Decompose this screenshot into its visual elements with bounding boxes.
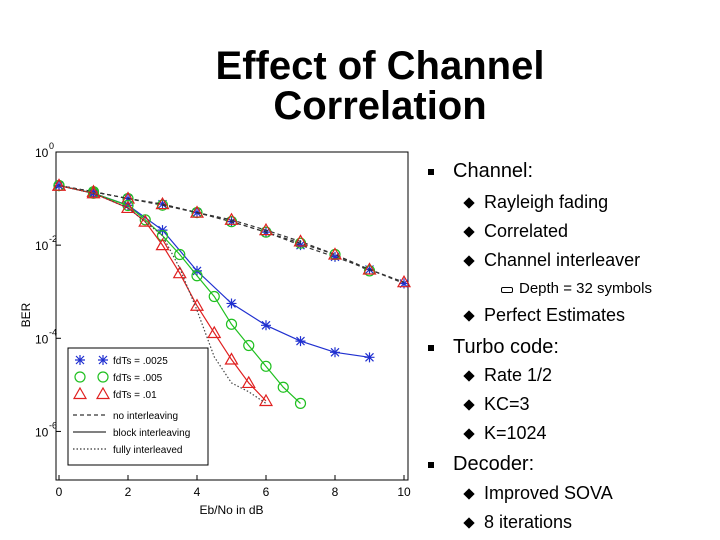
marker-triangle — [293, 234, 308, 247]
marker-star — [399, 278, 409, 289]
bullet-symbol — [463, 428, 475, 440]
marker-star — [330, 251, 340, 262]
marker-triangle — [155, 237, 170, 251]
marker-triangle — [396, 274, 412, 288]
marker-star — [295, 240, 306, 251]
bullet-symbol — [501, 287, 513, 293]
bullet-text: 8 iterations — [484, 512, 573, 533]
marker-triangle — [189, 205, 205, 218]
marker-circle — [225, 318, 238, 330]
marker-triangle — [120, 200, 136, 214]
legend-label: fdTs = .01 — [113, 390, 157, 401]
bullet-symbol — [463, 197, 475, 209]
bullet-symbol — [463, 370, 475, 382]
legend-label: fully interleaved — [113, 445, 182, 456]
legend-label: block interleaving — [113, 428, 190, 439]
x-tick-label: 0 — [56, 485, 63, 499]
marker-star — [261, 320, 271, 331]
x-tick-label: 8 — [332, 485, 339, 499]
marker-triangle — [258, 393, 274, 407]
marker-triangle — [172, 265, 187, 279]
bullet-text: Rayleigh fading — [484, 192, 609, 213]
slide-title: Effect of Channel Correlation — [215, 44, 545, 128]
y-tick-exponent: -6 — [49, 420, 57, 430]
marker-star — [364, 352, 375, 363]
bullet-symbol — [463, 226, 475, 238]
marker-circle — [174, 248, 186, 261]
y-tick-label: 10 — [35, 146, 49, 160]
marker-star — [54, 180, 64, 191]
x-tick-label: 10 — [397, 485, 411, 499]
marker-triangle — [155, 196, 170, 210]
x-tick-label: 4 — [194, 485, 201, 499]
y-tick-label: 10 — [35, 332, 49, 346]
marker-triangle — [327, 247, 343, 260]
legend-label: fdTs = .0025 — [113, 356, 168, 367]
y-tick-label: 10 — [35, 425, 49, 439]
legend-label: fdTs = .005 — [113, 373, 163, 384]
marker-star — [75, 355, 85, 365]
bullet-symbol — [463, 310, 475, 322]
bullet-symbol — [428, 462, 434, 468]
marker-circle — [260, 360, 272, 372]
y-axis-label: BER — [19, 302, 33, 327]
y-tick-exponent: -4 — [49, 327, 57, 337]
marker-circle — [243, 339, 255, 352]
bullet-text: Decoder: — [453, 453, 535, 475]
y-tick-exponent: 0 — [49, 141, 54, 151]
bullet-symbol — [463, 399, 475, 411]
bullet-text: Channel interleaver — [484, 250, 641, 271]
bullet-symbol — [463, 255, 475, 267]
marker-circle — [156, 199, 169, 211]
marker-star — [330, 347, 340, 358]
x-axis-label: Eb/No in dB — [199, 503, 263, 517]
marker-circle — [97, 371, 109, 383]
marker-star — [295, 336, 306, 347]
marker-circle — [363, 265, 376, 277]
marker-star — [98, 355, 108, 365]
bullet-symbol — [463, 488, 475, 500]
bullet-symbol — [428, 169, 434, 175]
marker-circle — [294, 397, 307, 409]
marker-circle — [74, 371, 86, 383]
marker-triangle — [224, 352, 239, 365]
bullet-text: Turbo code: — [453, 336, 559, 358]
marker-triangle — [241, 375, 256, 389]
series-line — [58, 184, 405, 283]
y-tick-exponent: -2 — [49, 234, 57, 244]
bullet-text: Correlated — [484, 221, 569, 242]
bullet-symbol — [463, 517, 475, 529]
marker-circle — [208, 290, 220, 303]
bullet-text: Channel: — [453, 160, 534, 182]
marker-circle — [156, 230, 169, 242]
marker-triangle — [189, 298, 205, 311]
bullet-text: Depth = 32 symbols — [519, 280, 652, 297]
bullet-symbol — [428, 345, 434, 351]
marker-circle — [277, 381, 289, 393]
marker-star — [226, 298, 237, 309]
x-tick-label: 6 — [263, 485, 270, 499]
marker-triangle — [51, 178, 67, 191]
bullet-text: Perfect Estimates — [484, 305, 626, 326]
marker-triangle — [138, 214, 153, 227]
x-tick-label: 2 — [125, 485, 132, 499]
marker-triangle — [72, 386, 88, 400]
marker-triangle — [224, 212, 239, 225]
legend-box — [67, 347, 209, 466]
series-line — [58, 185, 301, 404]
bullet-text: Rate 1/2 — [484, 365, 553, 386]
marker-circle — [191, 270, 203, 282]
marker-triangle — [207, 325, 222, 339]
marker-triangle — [258, 222, 274, 236]
legend-label: no interleaving — [113, 411, 178, 422]
bullet-text: KC=3 — [484, 394, 530, 415]
y-tick-label: 10 — [35, 239, 49, 253]
bullet-text: Improved SOVA — [484, 483, 613, 504]
marker-triangle — [95, 386, 111, 400]
marker-triangle — [362, 262, 377, 275]
bullet-text: K=1024 — [484, 423, 547, 444]
